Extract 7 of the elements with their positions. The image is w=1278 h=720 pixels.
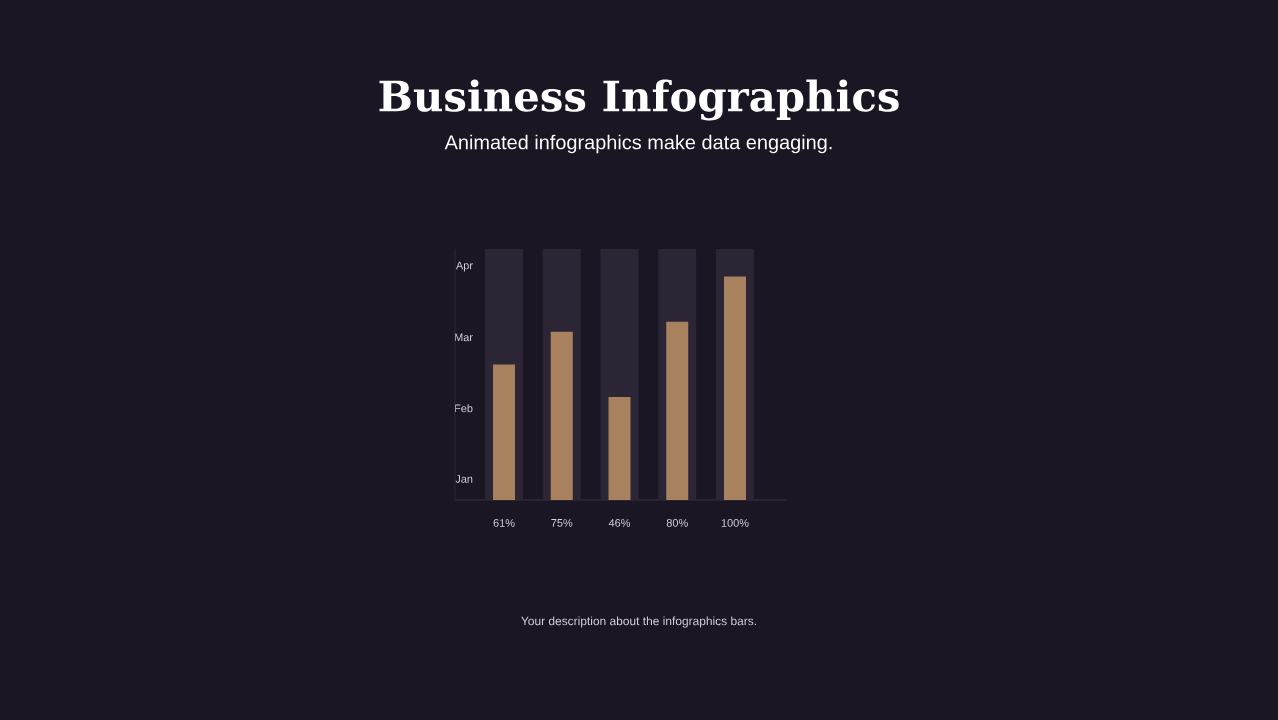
bar xyxy=(493,364,516,500)
bar xyxy=(723,276,746,500)
bar xyxy=(666,321,689,500)
chart-title: Business Infographics xyxy=(379,79,899,121)
chart-subtitle: Animated infographics make data engaging. xyxy=(444,134,832,154)
bar xyxy=(608,397,631,500)
bar xyxy=(550,331,573,500)
